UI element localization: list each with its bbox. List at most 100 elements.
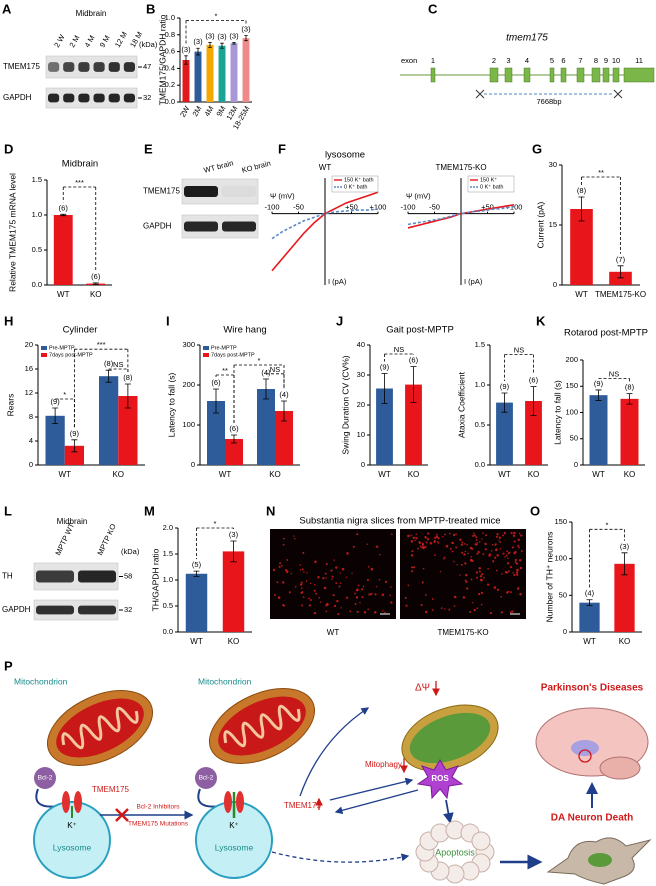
y-tick-label: 1.5 [475, 340, 485, 349]
speckle [308, 597, 310, 600]
speckle [366, 578, 369, 582]
scissors [613, 89, 623, 99]
chart-title: Rotarod post-MPTP [564, 328, 648, 339]
speckle [453, 595, 457, 599]
line-series [407, 203, 515, 229]
speckle [299, 583, 303, 586]
image-label: TMEM175-KO [437, 628, 488, 637]
speckle [301, 568, 304, 571]
significance-label: NS [514, 346, 524, 355]
speckle [503, 531, 507, 535]
blot-band [78, 93, 90, 103]
speckle [500, 595, 503, 598]
x-tick-label: WT [592, 470, 605, 479]
n-label: (3) [217, 32, 227, 41]
label: K⁺ [67, 821, 77, 830]
speckle [499, 548, 502, 550]
legend-label: 0 K⁺ bath [480, 183, 503, 190]
y-axis-label: Swing Duration CV (CV%) [340, 355, 350, 454]
y-tick-label: 0 [563, 627, 567, 636]
legend-swatch [41, 353, 47, 357]
y-tick-label: 10 [357, 430, 365, 439]
speckle [325, 610, 328, 613]
error-bar [232, 41, 236, 45]
exon [623, 67, 655, 83]
blot-band [108, 62, 120, 72]
speckle [286, 570, 289, 573]
error-bar [193, 570, 200, 577]
exon-number: 6 [561, 56, 565, 65]
chart-title: Gait post-MPTP [386, 325, 454, 336]
speckle [280, 564, 283, 567]
speckle [469, 558, 473, 562]
mitochondrion [46, 690, 154, 766]
exon [523, 67, 531, 83]
error-bar [184, 55, 188, 65]
exon [489, 67, 499, 83]
significance-label: NS [270, 365, 280, 374]
panel-letter: L [4, 503, 12, 518]
speckle [368, 593, 371, 596]
bcl2 [34, 767, 56, 789]
speckle [442, 536, 444, 538]
x-axis-label: Ψ (mV) [270, 192, 295, 201]
blot-band [93, 62, 105, 72]
error-bar [281, 400, 287, 422]
speckle [478, 566, 481, 570]
speckle [354, 592, 356, 595]
speckle [440, 607, 443, 609]
speckle [460, 563, 463, 566]
label: Mitochondrion [14, 676, 68, 686]
significance-bracket [589, 528, 625, 588]
speckle [510, 532, 513, 535]
y-tick-label: 0 [361, 460, 365, 469]
speckle [356, 533, 359, 536]
y-tick-label: 0.0 [163, 627, 173, 636]
blot-row-label: GAPDH [3, 93, 32, 102]
error-bar [586, 599, 593, 606]
speckle [313, 611, 317, 615]
speckle [470, 556, 472, 558]
speckle [520, 534, 523, 537]
gene-name: tmem175 [506, 33, 548, 44]
speckle [464, 579, 467, 582]
n-label: (4) [261, 368, 271, 377]
significance-label: *** [97, 340, 106, 349]
y-axis-label: Current (pA) [535, 201, 545, 248]
n-label: (9) [70, 429, 80, 438]
chart-title: Wire hang [223, 325, 266, 336]
speckle [513, 573, 516, 577]
y-tick-label: 12 [25, 388, 33, 397]
error-bar [220, 42, 224, 49]
speckle [505, 554, 508, 557]
speckle [477, 592, 481, 596]
blot-row-label: TMEM175 [3, 62, 40, 71]
y-tick-label: 8 [29, 412, 33, 421]
speckle [431, 609, 434, 612]
speckle [419, 545, 422, 548]
y-axis-label: I (pA) [328, 277, 347, 286]
speckle [370, 567, 374, 571]
speckle [480, 591, 484, 595]
speckle [338, 585, 341, 588]
speckle [302, 596, 305, 598]
speckle [339, 582, 342, 584]
speckle [514, 558, 518, 562]
x-tick-label: -100 [264, 203, 279, 212]
speckle [476, 552, 479, 555]
error-bar [595, 389, 602, 401]
speckle [429, 541, 433, 545]
n-label: (9) [594, 379, 604, 388]
y-axis-label: TH/GAPDH ratio [150, 548, 160, 611]
y-tick-label: 0.0 [32, 280, 42, 289]
n-label: (4) [279, 390, 289, 399]
speckle [484, 542, 487, 546]
exon-number: 8 [594, 56, 598, 65]
speckle [356, 610, 359, 613]
speckle [461, 541, 464, 544]
speckle [331, 575, 334, 578]
significance-label: * [63, 390, 66, 399]
speckle [375, 545, 379, 548]
speckle [502, 534, 504, 537]
speckle [384, 611, 386, 614]
